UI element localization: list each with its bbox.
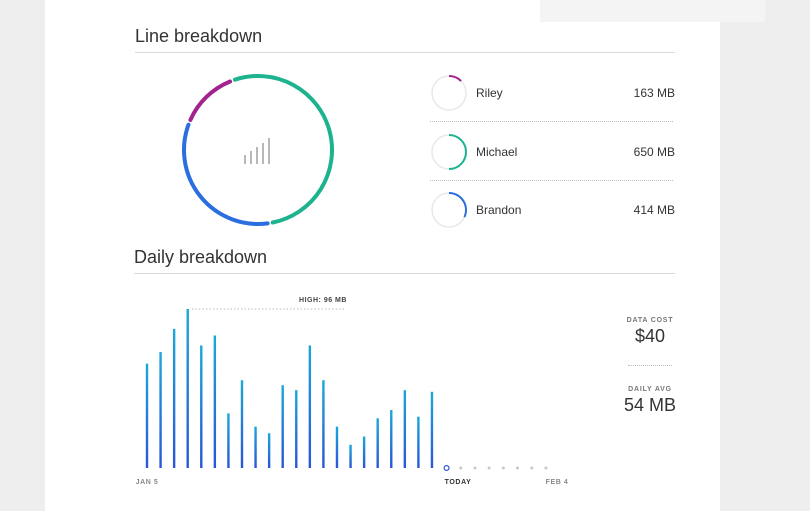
end-date-label: FEB 4	[546, 479, 569, 486]
user-row-michael[interactable]: Michael 650 MB	[430, 132, 675, 172]
daily-bar[interactable]	[227, 413, 230, 468]
future-day-dot	[487, 466, 491, 470]
user-name: Brandon	[476, 203, 522, 217]
future-day-dot	[501, 466, 505, 470]
signal-bars-icon	[244, 138, 270, 164]
daily-bar[interactable]	[376, 418, 379, 468]
daily-bar[interactable]	[349, 444, 352, 468]
daily-bar[interactable]	[254, 426, 257, 468]
daily-bar[interactable]	[417, 416, 420, 468]
daily-bar[interactable]	[159, 352, 162, 468]
daily-bar[interactable]	[322, 380, 325, 468]
ring-progress	[448, 192, 467, 218]
daily-bar[interactable]	[240, 380, 244, 468]
future-day-dot	[516, 466, 520, 470]
line-breakdown-rule	[135, 52, 675, 53]
daily-bar[interactable]	[213, 335, 217, 469]
usage-donut-chart	[182, 74, 334, 226]
brandon-usage-ring	[431, 192, 467, 228]
daily-bar[interactable]	[308, 345, 312, 468]
start-date-label: JAN 5	[136, 479, 159, 486]
daily-bar[interactable]	[145, 363, 149, 468]
data-cost-label: DATA COST	[626, 317, 674, 324]
daily-bar[interactable]	[267, 433, 271, 468]
stat-divider	[628, 365, 672, 366]
michael-usage-ring	[431, 134, 467, 170]
high-label: HIGH: 96 MB	[299, 297, 347, 304]
donut-segment-riley	[188, 79, 233, 122]
daily-avg-label: DAILY AVG	[628, 386, 672, 393]
user-row-brandon[interactable]: Brandon 414 MB	[430, 190, 675, 230]
daily-bar[interactable]	[390, 410, 393, 468]
daily-bar[interactable]	[430, 391, 434, 468]
data-cost-value: $40	[634, 326, 666, 346]
daily-bar[interactable]	[295, 390, 298, 468]
daily-breakdown-rule	[134, 273, 675, 274]
today-marker	[443, 465, 450, 472]
future-day-dot	[459, 466, 463, 470]
daily-usage-bar-chart: HIGH: 96 MB JAN 5 TODAY FEB 4	[136, 297, 569, 486]
daily-avg-value: 54 MB	[623, 395, 677, 415]
daily-bar[interactable]	[362, 436, 366, 468]
donut-segment-brandon	[182, 122, 270, 226]
future-day-dot	[473, 466, 477, 470]
top-tab	[540, 0, 765, 22]
future-day-dot	[530, 466, 534, 470]
user-name: Michael	[476, 145, 518, 159]
row-divider	[430, 121, 673, 122]
daily-bar[interactable]	[281, 385, 284, 468]
daily-bar[interactable]	[335, 426, 339, 468]
daily-breakdown-title: Daily breakdown	[134, 247, 268, 267]
user-usage: 163 MB	[633, 86, 675, 100]
ring-progress	[448, 134, 467, 170]
daily-bar[interactable]	[403, 390, 407, 468]
ring-progress	[448, 75, 462, 82]
user-row-riley[interactable]: Riley 163 MB	[430, 73, 675, 113]
daily-bar[interactable]	[186, 309, 189, 468]
future-day-dot	[544, 466, 548, 470]
user-usage: 650 MB	[633, 145, 675, 159]
main-card	[45, 0, 720, 511]
user-usage: 414 MB	[633, 203, 675, 217]
daily-bar[interactable]	[200, 345, 203, 468]
line-breakdown-title: Line breakdown	[135, 26, 263, 46]
donut-segment-michael	[232, 74, 334, 225]
row-divider	[430, 180, 673, 181]
riley-usage-ring	[431, 75, 467, 111]
user-name: Riley	[476, 86, 503, 100]
daily-bar[interactable]	[172, 328, 176, 469]
today-label: TODAY	[445, 479, 472, 486]
